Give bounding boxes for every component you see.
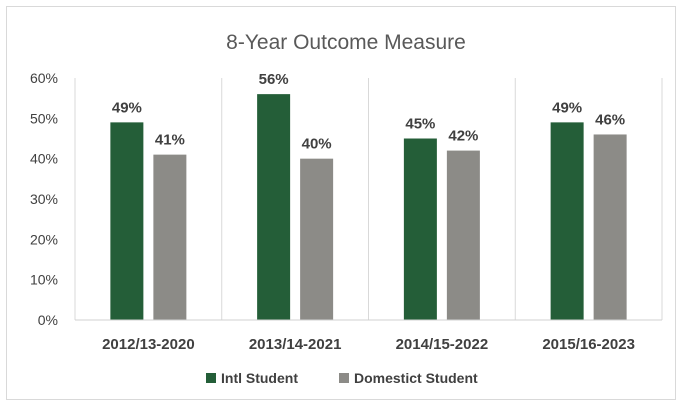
data-label: 40% xyxy=(302,136,332,153)
bar-intl-1 xyxy=(257,94,291,320)
bar-intl-0 xyxy=(110,122,144,320)
legend-swatch-domestic xyxy=(339,373,349,383)
y-tick-label: 0% xyxy=(38,312,58,328)
category-separators xyxy=(74,78,663,320)
bar-intl-3 xyxy=(550,122,584,320)
x-category-label: 2014/15-2022 xyxy=(396,336,489,353)
x-axis-category-labels: 2012/13-2020 2013/14-2021 2014/15-2022 2015… xyxy=(102,336,635,353)
x-category-label: 2015/16-2023 xyxy=(542,336,635,353)
bar-data-labels: 49% 41% 56% 40% 45% 42% 49% 46% xyxy=(112,71,625,153)
y-axis-ticks: 0% 10% 20% 30% 40% 50% 60% xyxy=(30,70,58,328)
y-tick-label: 30% xyxy=(30,191,58,207)
bar-domestic-2 xyxy=(446,150,480,320)
data-label: 42% xyxy=(448,128,478,145)
data-label: 46% xyxy=(595,111,625,128)
bar-domestic-0 xyxy=(153,154,187,320)
y-tick-label: 50% xyxy=(30,110,58,126)
y-tick-label: 40% xyxy=(30,151,58,167)
y-tick-label: 20% xyxy=(30,231,58,247)
chart-title: 8-Year Outcome Measure xyxy=(226,31,466,54)
data-label: 41% xyxy=(155,132,185,149)
data-label: 49% xyxy=(112,99,142,116)
bar-domestic-1 xyxy=(300,158,334,320)
x-category-label: 2012/13-2020 xyxy=(102,336,195,353)
data-label: 49% xyxy=(552,99,582,116)
y-tick-label: 60% xyxy=(30,70,58,86)
legend-swatch-intl xyxy=(206,373,216,383)
legend-label-domestic: Domestict Student xyxy=(354,370,478,386)
data-label: 45% xyxy=(405,116,435,133)
bars xyxy=(110,94,627,320)
data-label: 56% xyxy=(259,71,289,88)
bar-intl-2 xyxy=(403,138,437,320)
legend: Intl Student Domestict Student xyxy=(206,370,478,386)
bar-domestic-3 xyxy=(593,134,627,320)
y-tick-label: 10% xyxy=(30,272,58,288)
legend-label-intl: Intl Student xyxy=(221,370,298,386)
x-category-label: 2013/14-2021 xyxy=(249,336,342,353)
